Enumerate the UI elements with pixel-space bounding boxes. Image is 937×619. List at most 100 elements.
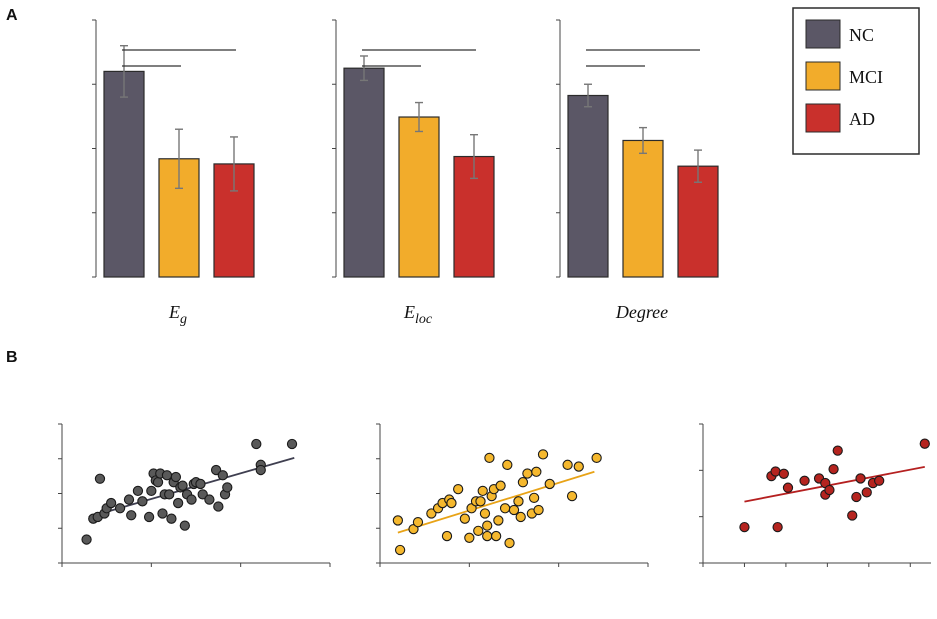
- data-point: [504, 537, 515, 549]
- data-point: [493, 515, 504, 526]
- regression-line: [744, 465, 925, 503]
- bar-mci: [622, 139, 664, 278]
- data-point: [186, 494, 197, 505]
- data-point: [562, 459, 573, 470]
- data-point: [94, 473, 106, 484]
- data-point: [566, 490, 578, 502]
- scatter-chart-mci: [376, 423, 649, 567]
- legend-label-mci: MCI: [849, 67, 883, 87]
- data-point: [441, 530, 453, 542]
- data-point: [782, 482, 794, 493]
- x-axis-label-subscript: loc: [415, 312, 433, 327]
- data-point: [132, 485, 144, 497]
- data-point: [499, 503, 511, 514]
- data-point: [591, 452, 602, 464]
- data-point: [515, 511, 526, 523]
- scatter-chart-nc: [58, 423, 331, 567]
- data-point: [490, 530, 502, 542]
- data-point: [531, 466, 542, 477]
- data-point: [152, 477, 164, 488]
- data-point: [482, 520, 493, 531]
- data-point: [874, 475, 885, 486]
- data-point: [477, 485, 488, 497]
- data-point: [197, 489, 208, 500]
- data-point: [533, 504, 544, 516]
- data-point: [544, 478, 555, 490]
- bar-chart-eg: Eg: [92, 19, 255, 327]
- panel-label-a: A: [6, 7, 18, 24]
- data-point: [770, 466, 781, 477]
- data-point: [170, 471, 182, 483]
- data-point: [394, 544, 406, 556]
- x-axis-label: Degree: [615, 302, 668, 322]
- data-point: [123, 494, 135, 505]
- bar-nc: [567, 94, 609, 278]
- data-point: [222, 482, 233, 493]
- data-point: [828, 464, 839, 475]
- data-point: [453, 484, 464, 495]
- data-point: [146, 485, 157, 497]
- legend-swatch-mci: [805, 61, 841, 91]
- data-point: [81, 534, 92, 545]
- bar-chart-eloc: Eloc: [332, 19, 495, 327]
- data-point: [495, 480, 506, 491]
- data-point: [177, 480, 188, 491]
- data-point: [255, 464, 266, 476]
- data-point: [573, 461, 584, 472]
- data-point: [484, 452, 495, 464]
- bar-mci: [398, 116, 440, 278]
- data-point: [210, 464, 222, 476]
- data-point: [847, 510, 858, 521]
- data-point: [195, 478, 206, 490]
- data-point: [137, 496, 148, 507]
- x-axis-label-main: E: [168, 302, 180, 322]
- legend-swatch-nc: [805, 19, 841, 49]
- data-point: [799, 475, 810, 486]
- data-point: [739, 521, 750, 533]
- x-axis-label-main: Degree: [615, 302, 668, 322]
- data-point: [537, 449, 549, 460]
- data-point: [824, 484, 835, 496]
- bar-nc: [103, 70, 145, 278]
- data-point: [217, 470, 228, 481]
- data-point: [412, 517, 424, 528]
- data-point: [157, 508, 168, 519]
- bar-ad: [677, 165, 719, 278]
- bar-nc: [343, 67, 385, 278]
- data-point: [513, 496, 524, 507]
- data-point: [179, 520, 190, 531]
- data-point: [105, 497, 117, 509]
- data-point: [204, 494, 215, 505]
- data-point: [832, 445, 843, 456]
- data-point: [172, 497, 184, 509]
- data-point: [446, 497, 457, 509]
- legend: NC MCI AD: [792, 7, 920, 155]
- data-point: [213, 501, 224, 512]
- data-point: [459, 513, 471, 524]
- data-point: [475, 496, 486, 507]
- x-axis-label: Eg: [168, 302, 187, 327]
- legend-swatch-ad: [805, 103, 841, 133]
- data-point: [473, 525, 484, 537]
- data-point: [126, 510, 137, 521]
- data-point: [508, 504, 520, 516]
- data-point: [426, 508, 437, 519]
- scatter-chart-ad: [699, 423, 931, 567]
- data-point: [164, 489, 175, 500]
- data-point: [392, 515, 404, 526]
- data-point: [919, 438, 930, 449]
- legend-label-nc: NC: [849, 25, 874, 45]
- regression-line: [397, 470, 595, 534]
- panel-label-b: B: [6, 349, 18, 366]
- data-point: [772, 521, 783, 533]
- x-axis-label-subscript: g: [180, 312, 187, 327]
- x-axis-label: Eloc: [403, 302, 433, 327]
- legend-label-ad: AD: [849, 109, 875, 129]
- data-point: [251, 438, 262, 450]
- x-axis-label-main: E: [403, 302, 415, 322]
- data-point: [851, 491, 862, 503]
- data-point: [482, 530, 493, 542]
- bar-chart-degree: Degree: [556, 19, 719, 322]
- data-point: [114, 503, 126, 514]
- data-point: [502, 459, 513, 470]
